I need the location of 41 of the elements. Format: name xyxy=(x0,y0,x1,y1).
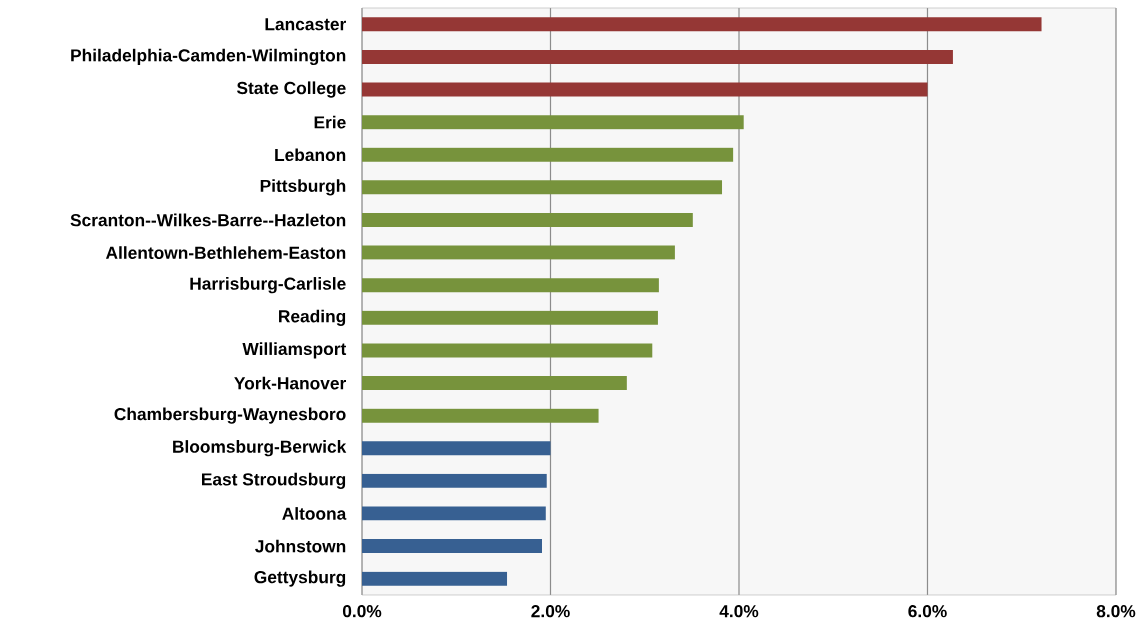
bar xyxy=(362,310,658,325)
x-tick-label: 4.0% xyxy=(719,605,759,618)
y-tick-label: Williamsport xyxy=(242,342,347,359)
y-tick-label: Philadelphia-Camden-Wilmington xyxy=(71,48,346,66)
y-tick-label: Gettysburg xyxy=(254,570,346,587)
y-tick-label: Pittsburgh xyxy=(260,179,346,196)
bar xyxy=(362,408,599,423)
y-tick-label: Erie xyxy=(314,115,346,129)
bar xyxy=(362,82,928,97)
y-tick-label: Harrisburg-Carlisle xyxy=(190,277,346,294)
y-tick-label: State College xyxy=(236,81,346,98)
x-tick-label: 0.0% xyxy=(342,605,382,618)
bar xyxy=(362,473,547,488)
bar xyxy=(362,441,551,456)
y-tick-label: Johnstown xyxy=(255,539,346,553)
y-tick-label: Lebanon xyxy=(275,148,346,162)
y-tick-label: Scranton--Wilkes-Barre--Hazleton xyxy=(70,213,346,227)
bar xyxy=(362,212,693,227)
bar xyxy=(362,147,734,162)
bar xyxy=(362,49,953,64)
y-tick-label: Chambersburg-Waynesboro xyxy=(114,407,346,424)
y-tick-label: Allentown-Bethlehem-Easton xyxy=(105,246,346,259)
x-tick-label: 6.0% xyxy=(908,605,947,618)
x-tick-label: 8.0% xyxy=(1096,605,1136,618)
bar xyxy=(362,278,659,293)
bar xyxy=(362,343,653,358)
bar xyxy=(362,180,723,195)
y-tick-label: Reading xyxy=(279,309,346,326)
y-tick-label: Bloomsburg-Berwick xyxy=(173,440,347,457)
y-tick-label: York-Hanover xyxy=(234,376,346,390)
bar xyxy=(362,376,627,391)
y-tick-label: Altoona xyxy=(282,507,347,520)
bar xyxy=(362,245,675,260)
bar xyxy=(362,17,1042,32)
y-tick-label: East Stroudsburg xyxy=(202,472,346,489)
bar xyxy=(362,115,744,130)
bar xyxy=(362,571,508,586)
bar xyxy=(362,539,543,554)
y-tick-label: Lancaster xyxy=(265,18,346,31)
bar xyxy=(362,506,546,521)
x-tick-label: 2.0% xyxy=(531,605,570,618)
